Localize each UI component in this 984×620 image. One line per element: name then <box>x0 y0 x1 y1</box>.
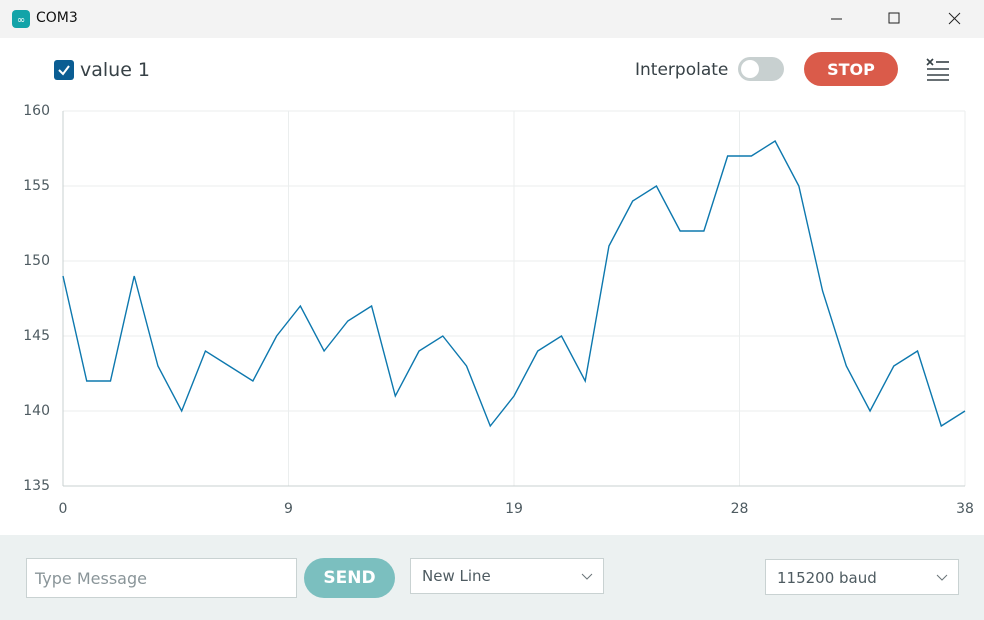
baud-select[interactable]: 115200 baud <box>765 559 959 595</box>
window-title: COM3 <box>36 10 78 26</box>
data-line <box>62 140 966 428</box>
svg-text:∞: ∞ <box>17 15 25 26</box>
line-ending-value: New Line <box>422 567 491 585</box>
x-tick-label: 0 <box>59 501 68 517</box>
y-tick-label: 140 <box>23 403 50 419</box>
footer: Type Message SEND New Line 115200 baud <box>0 535 984 620</box>
x-tick-label: 38 <box>956 501 974 517</box>
y-tick-label: 155 <box>23 178 50 194</box>
legend-label: value 1 <box>80 59 151 81</box>
send-button[interactable]: SEND <box>304 558 395 598</box>
dropdown-arrow <box>581 573 593 580</box>
title-bar: ∞ COM3 <box>0 0 984 38</box>
dropdown-arrow <box>936 574 948 581</box>
chart: 135 140 145 150 155 160 0 9 19 28 38 <box>23 103 974 517</box>
baud-value: 115200 baud <box>777 569 877 587</box>
y-tick-label: 150 <box>23 253 50 269</box>
x-tick-label: 28 <box>731 501 749 517</box>
interpolate-toggle[interactable] <box>738 57 785 81</box>
clear-button[interactable] <box>925 57 951 81</box>
app-icon: ∞ <box>12 10 30 28</box>
x-tick-label: 9 <box>284 501 293 517</box>
window-controls[interactable] <box>820 4 984 34</box>
message-input[interactable]: Type Message <box>26 558 297 598</box>
series-checkbox[interactable] <box>54 60 74 80</box>
y-tick-label: 145 <box>23 328 50 344</box>
y-tick-label: 135 <box>23 478 50 494</box>
interpolate-label: Interpolate <box>635 60 729 80</box>
y-tick-label: 160 <box>23 103 50 119</box>
x-tick-label: 19 <box>505 501 523 517</box>
stop-button[interactable]: STOP <box>804 52 898 86</box>
line-ending-select[interactable]: New Line <box>410 558 604 594</box>
